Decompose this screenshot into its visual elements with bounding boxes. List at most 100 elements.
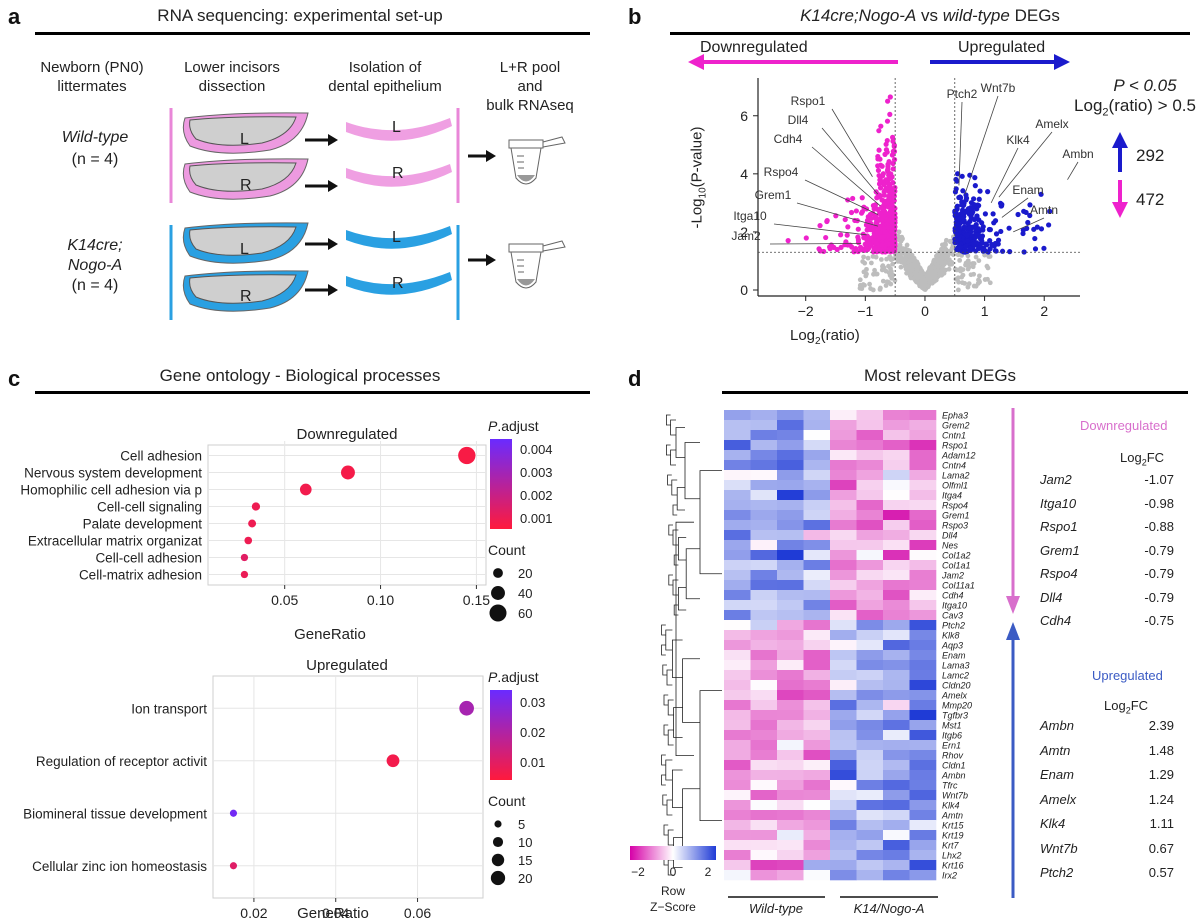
heatmap-cell — [909, 610, 937, 621]
heatmap-cell — [883, 430, 910, 441]
panel-c-letter: c — [8, 366, 21, 391]
ns-point — [903, 247, 909, 253]
down-point — [889, 174, 895, 180]
heatmap-cell — [777, 500, 804, 511]
fc-table-value: -0.79 — [1144, 566, 1174, 581]
dendrogram-branch — [661, 754, 666, 766]
volcano-xlabel-rest: (ratio) — [820, 327, 860, 344]
heatmap-cell — [883, 730, 910, 741]
volcano-gene-label: Enam — [1012, 183, 1043, 197]
fc-table-gene: Grem1 — [1040, 542, 1080, 558]
heatmap-cell — [856, 600, 884, 611]
heatmap-cell — [724, 440, 751, 451]
heatmap-cell — [777, 540, 804, 551]
volcano-label-leader — [773, 223, 867, 236]
dendrogram-branch — [668, 574, 673, 586]
heatmap-cell — [883, 670, 910, 681]
dendrogram-branch — [662, 794, 667, 806]
heatmap-cell — [724, 800, 751, 811]
dendrogram-branch — [666, 669, 673, 686]
heatmap-cell — [830, 530, 857, 541]
heatmap-cell — [803, 560, 831, 571]
heatmap-cell — [830, 680, 857, 691]
down-point — [890, 160, 896, 167]
heatmap-cell — [750, 740, 778, 751]
volcano-up-points — [952, 171, 1053, 255]
heatmap-cell — [777, 410, 804, 421]
ns-point — [905, 264, 911, 270]
heatmap-cell — [856, 810, 884, 821]
heatmap-cell — [750, 760, 778, 771]
go-down-xlabel: GeneRatio — [294, 626, 366, 643]
heatmap-cell — [803, 480, 831, 491]
heatmap-cell — [830, 850, 857, 861]
heatmap-cell — [856, 570, 884, 581]
heatmap-cell — [909, 770, 937, 781]
heatmap-cell — [803, 470, 831, 481]
dendrogram-branch — [673, 707, 683, 738]
ns-point — [892, 278, 898, 283]
go-category-label: Cell-matrix adhesion — [79, 568, 202, 583]
volcano-gene-label: Itga10 — [733, 209, 767, 223]
heatmap-cell — [883, 830, 910, 841]
go-color-tick-label: 0.002 — [520, 488, 553, 503]
heatmap-colorbar-label-2: Z−Score — [650, 900, 696, 914]
heatmap-cell — [777, 430, 804, 441]
heatmap-chart: Epha3Grem2Cntn1Rspo1Adam12Cntn4Lama2Olfm… — [630, 408, 1020, 916]
ns-point — [899, 258, 905, 264]
up-point — [999, 201, 1005, 208]
heatmap-cell — [909, 720, 937, 731]
heatmap-cell — [856, 720, 884, 731]
go-dot — [229, 862, 238, 870]
epithelium-wt-left — [346, 118, 452, 141]
ns-point — [903, 252, 909, 258]
go-color-tick-label: 0.004 — [520, 442, 553, 457]
go-dot — [240, 553, 249, 562]
heatmap-cell — [909, 710, 937, 721]
heatmap-cell — [724, 610, 751, 621]
heatmap-cell — [724, 630, 751, 641]
volcano-gene-label: Grem1 — [755, 188, 792, 202]
table-down-header-base: Log — [1120, 450, 1142, 465]
heatmap-colorbar-label-1: Row — [661, 884, 685, 898]
volcano-ytick-label: 0 — [740, 282, 748, 298]
ns-point — [916, 273, 922, 279]
ns-point — [968, 272, 974, 278]
heatmap-row-label: Klk8 — [942, 631, 960, 641]
fc-table-row: Cdh4 -0.75 — [1040, 613, 1190, 631]
label-l-wt-incisor: L — [240, 131, 249, 148]
heatmap-dendrogram — [661, 414, 722, 876]
heatmap-cell — [909, 790, 937, 801]
heatmap-cell — [750, 600, 778, 611]
up-point — [1032, 246, 1039, 252]
up-point — [955, 171, 961, 177]
heatmap-cell — [909, 520, 937, 531]
heatmap-cell — [777, 870, 804, 881]
ns-point — [868, 260, 874, 266]
heatmap-cell — [830, 510, 857, 521]
heatmap-cell — [856, 660, 884, 671]
go-up-dots — [229, 700, 474, 870]
go-dot — [458, 446, 476, 465]
heatmap-cell — [803, 650, 831, 661]
heatmap-cell — [883, 810, 910, 821]
heatmap-cell — [724, 650, 751, 661]
volcano-stat-ratio-base: Log — [1074, 96, 1103, 115]
heatmap-cell — [777, 480, 804, 491]
ns-point — [888, 281, 894, 287]
go-category-label: Cell-cell adhesion — [95, 551, 202, 566]
ns-point — [870, 254, 876, 259]
heatmap-cell — [750, 480, 778, 491]
up-point — [983, 241, 989, 247]
heatmap-cell — [856, 480, 884, 491]
up-point — [971, 224, 978, 230]
volcano-label-leader — [1001, 197, 1029, 218]
ns-point — [880, 278, 886, 284]
heatmap-cell — [883, 770, 910, 781]
heatmap-cell — [750, 710, 778, 721]
ns-point — [914, 279, 920, 285]
dendrogram-branch — [678, 587, 687, 611]
col-header-4-line1: L+R pool — [499, 59, 561, 76]
go-size-legend-label: 5 — [518, 817, 525, 832]
down-point — [891, 143, 897, 150]
